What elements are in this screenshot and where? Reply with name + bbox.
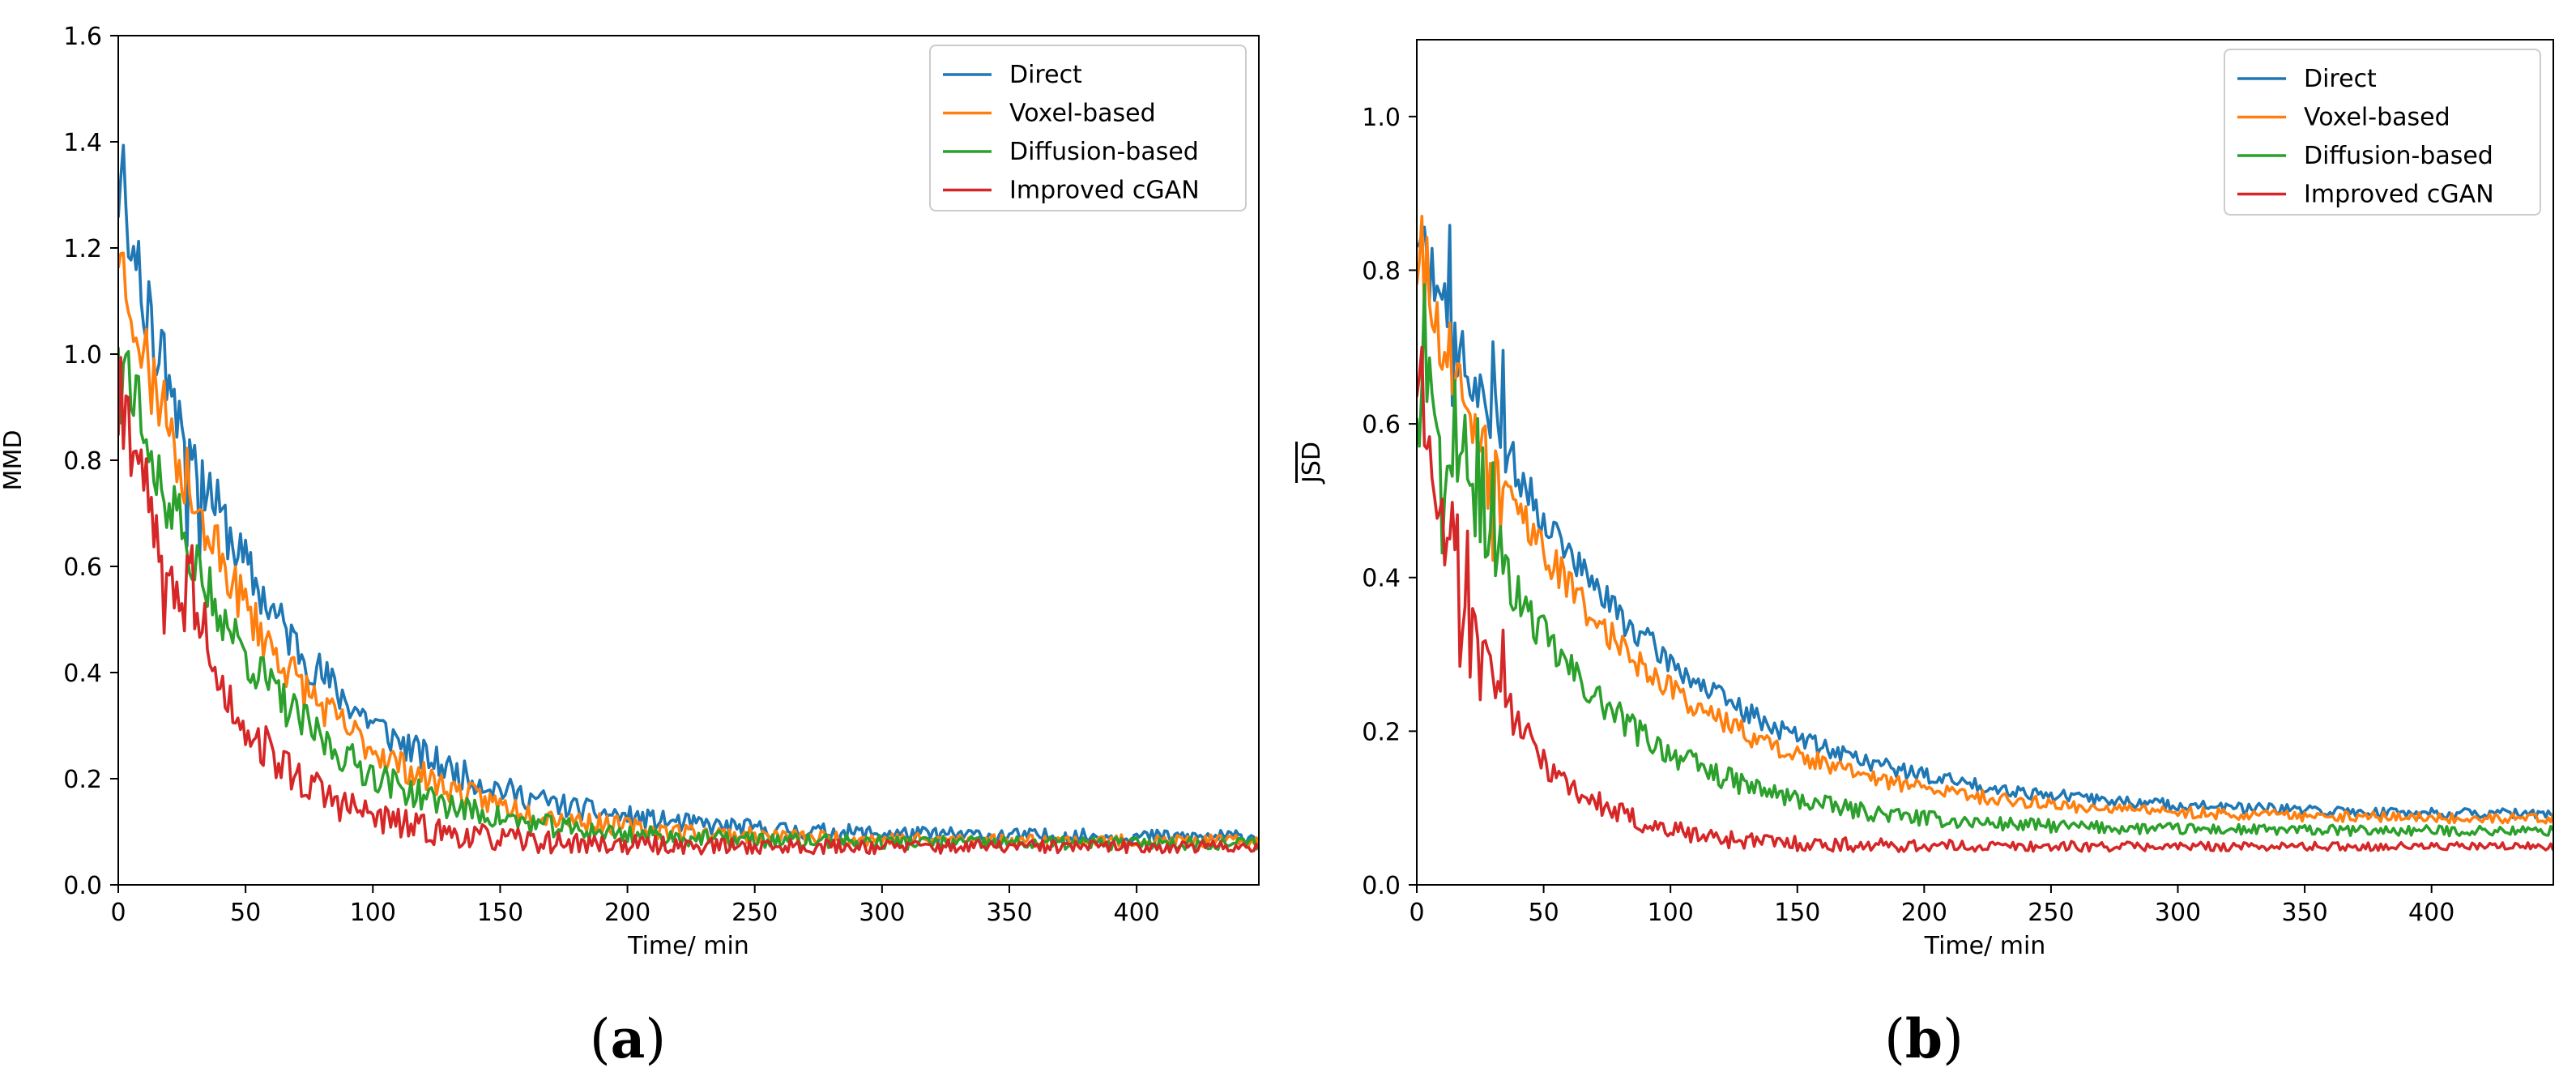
legend-b: Direct Voxel-based Diffusion-based Improved… <box>2224 49 2541 216</box>
x-tick-label-b-100: 100 <box>1648 899 1694 927</box>
y-tick-label-a-5: 1.0 <box>63 341 102 369</box>
x-tick-label-b-200: 200 <box>1901 899 1947 927</box>
panel-caption-b: (b) <box>1884 1007 1964 1070</box>
legend-label-b-direct: Direct <box>2304 65 2377 93</box>
y-tick-label-a-6: 1.2 <box>63 235 102 263</box>
panel-caption-a: (a) <box>590 1007 666 1070</box>
series-line-a-direct <box>118 143 1259 845</box>
y-axis-label-b: JSD <box>1298 442 1326 485</box>
series-line-b-voxel-based <box>1417 215 2553 825</box>
x-tick-label-b-400: 400 <box>2408 899 2454 927</box>
legend-label-b-diffusion-based: Diffusion-based <box>2304 142 2493 170</box>
series-group-a <box>118 143 1259 856</box>
y-tick-label-a-3: 0.6 <box>63 553 102 582</box>
x-tick-label-b-50: 50 <box>1528 899 1559 927</box>
y-axis-label-a: MMD <box>0 430 28 491</box>
x-tick-label-b-300: 300 <box>2155 899 2201 927</box>
series-line-b-direct <box>1417 224 2553 820</box>
y-tick-label-a-4: 0.8 <box>63 447 102 476</box>
legend-box-b <box>2224 49 2541 216</box>
x-tick-label-a-300: 300 <box>859 899 905 927</box>
legend-label-a-voxel-based: Voxel-based <box>1009 100 1156 128</box>
legend-label-a-improved-cgan: Improved cGAN <box>1009 177 1200 205</box>
x-tick-label-a-50: 50 <box>230 899 261 927</box>
x-tick-label-a-0: 0 <box>110 899 126 927</box>
legend-label-a-direct: Direct <box>1009 61 1082 89</box>
x-axis-label-a: Time/ min <box>627 932 749 960</box>
x-axis-label-b: Time/ min <box>1924 932 2046 960</box>
x-tick-label-a-200: 200 <box>604 899 650 927</box>
x-tick-label-a-350: 350 <box>986 899 1032 927</box>
y-tick-label-b-2: 0.4 <box>1362 565 1401 593</box>
y-tick-label-a-0: 0.0 <box>63 872 102 900</box>
series-line-a-voxel-based <box>118 251 1259 849</box>
legend-box-a <box>929 45 1247 211</box>
y-tick-label-b-5: 1.0 <box>1362 104 1401 132</box>
chart-panel-b: 0 50 100 150 200 250 300 350 400 0.0 0.2 0.4 0.6 0.8 1… <box>1298 39 2554 1070</box>
x-tick-label-a-150: 150 <box>477 899 523 927</box>
y-tick-label-b-0: 0.0 <box>1362 872 1401 900</box>
series-group-b <box>1417 215 2553 853</box>
chart-panel-a: 0 50 100 150 200 250 300 350 400 0.0 0.2 0.4 0.6 0.8 1… <box>0 23 1260 1070</box>
y-tick-label-a-7: 1.4 <box>63 129 102 157</box>
y-tick-label-b-1: 0.2 <box>1362 718 1401 746</box>
y-tick-label-a-2: 0.4 <box>63 660 102 688</box>
y-tick-label-b-4: 0.8 <box>1362 257 1401 285</box>
y-tick-label-a-1: 0.2 <box>63 766 102 794</box>
legend-label-a-diffusion-based: Diffusion-based <box>1009 138 1199 166</box>
legend-label-b-voxel-based: Voxel-based <box>2304 104 2450 132</box>
legend-a: Direct Voxel-based Diffusion-based Improved… <box>929 45 1247 211</box>
plot-frame-b <box>1416 39 2554 886</box>
x-tick-label-b-350: 350 <box>2281 899 2327 927</box>
series-line-a-diffusion-based <box>118 347 1259 852</box>
x-tick-label-b-0: 0 <box>1409 899 1424 927</box>
x-tick-label-b-250: 250 <box>2028 899 2074 927</box>
x-tick-label-b-150: 150 <box>1774 899 1820 927</box>
series-line-a-improved-cgan <box>118 356 1259 856</box>
y-tick-label-b-3: 0.6 <box>1362 411 1401 439</box>
x-tick-label-a-400: 400 <box>1114 899 1160 927</box>
series-line-b-improved-cgan <box>1417 345 2553 853</box>
x-tick-label-a-100: 100 <box>350 899 396 927</box>
x-tick-label-a-250: 250 <box>731 899 778 927</box>
legend-label-b-improved-cgan: Improved cGAN <box>2304 181 2494 209</box>
series-line-b-diffusion-based <box>1417 283 2553 838</box>
y-tick-label-a-8: 1.6 <box>63 23 102 51</box>
